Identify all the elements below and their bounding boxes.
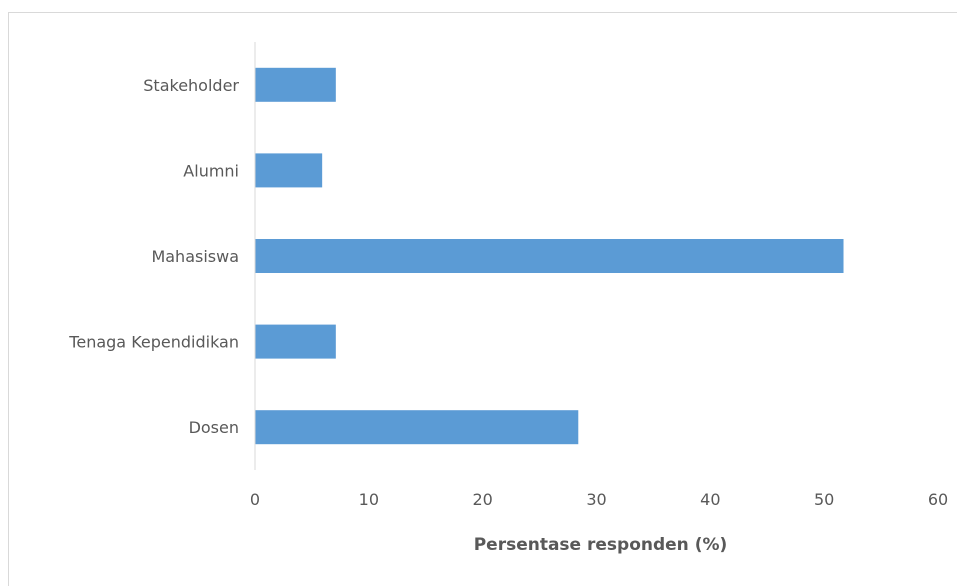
- bar-tenaga-kependidikan: [255, 324, 336, 359]
- bar-alumni: [255, 153, 323, 188]
- y-tick-labels: Stakeholder Alumni Mahasiswa Tenaga Kependi…: [68, 76, 239, 437]
- x-tick-label: 10: [359, 490, 379, 509]
- x-tick-label: 30: [586, 490, 606, 509]
- x-tick-label: 40: [700, 490, 720, 509]
- y-tick-label: Alumni: [183, 161, 239, 180]
- bars-layer: [255, 67, 844, 445]
- bar-dosen: [255, 410, 579, 445]
- x-tick-label: 50: [814, 490, 834, 509]
- y-tick-label: Dosen: [189, 418, 239, 437]
- y-tick-label: Stakeholder: [143, 76, 239, 95]
- x-tick-labels: 0 10 20 30 40 50 60: [250, 490, 948, 509]
- x-tick-label: 20: [472, 490, 492, 509]
- x-axis-title: Persentase responden (%): [474, 535, 728, 555]
- y-tick-label: Tenaga Kependidikan: [68, 333, 239, 352]
- bar-mahasiswa: [255, 239, 844, 273]
- x-tick-label: 60: [928, 490, 948, 509]
- x-tick-label: 0: [250, 490, 260, 509]
- y-tick-label: Mahasiswa: [151, 247, 239, 266]
- bar-stakeholder: [255, 67, 336, 102]
